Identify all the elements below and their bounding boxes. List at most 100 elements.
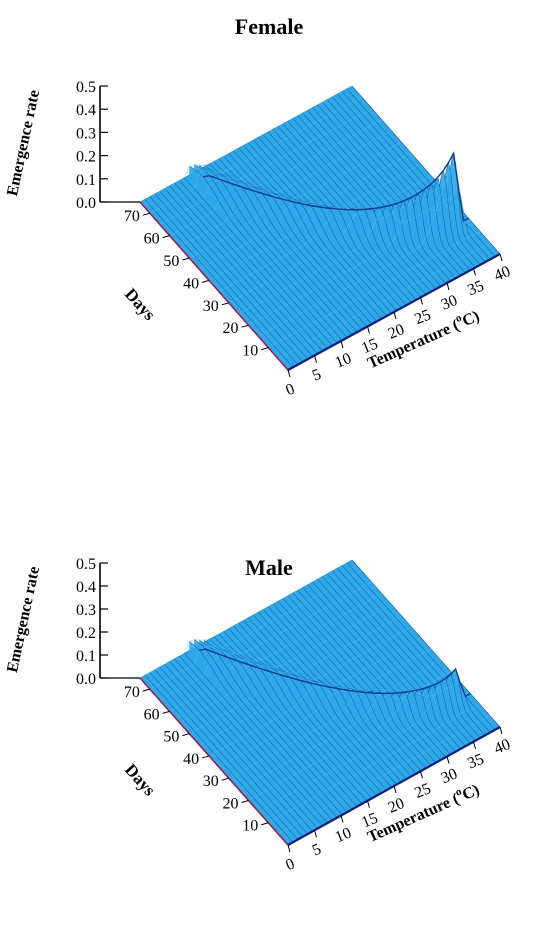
days-tick [142,688,151,692]
days-tick [142,212,151,216]
surface-mesh-line [336,568,486,736]
surface-cross-line [268,704,481,823]
temperature-tick [499,726,503,735]
temperature-tick-label: 0 [283,855,297,874]
surface-mesh-line [223,155,373,325]
temperature-tick-label: 15 [359,335,380,357]
surface-cross-line [149,97,363,214]
surface-mesh-line [336,93,486,263]
surface-mesh-line [253,139,402,309]
surface-mesh-line [332,570,481,739]
surface-mesh-line [218,158,368,327]
surface-mesh-line [243,620,392,788]
temperature-title-unit: C) [460,308,482,330]
surface-cross-line [258,668,471,812]
surface-mesh-line [258,137,407,306]
days-tick-label: 50 [163,729,179,746]
temperature-tick-label: 30 [439,292,460,314]
z-tick-label: 0.5 [76,556,96,573]
surface-mesh-line [317,579,466,747]
surface-cross-line [218,648,432,768]
surface-strip [199,165,348,338]
surface-mesh-line [194,639,343,815]
surface-mesh-line [297,590,447,758]
days-tick [221,777,229,781]
surface-cross-line [159,582,372,701]
surface-mesh-line [159,666,308,835]
surface-mesh-line [208,638,358,807]
temperature-tick-label: 15 [359,810,380,832]
z-tick-label: 0.1 [76,172,96,189]
surface-mesh-line [144,675,294,843]
surface-mesh-line [332,96,481,265]
days-tick [201,755,210,759]
temperature-tick [367,800,370,808]
days-tick-label: 40 [183,275,199,292]
surface-cross-line [218,175,432,292]
surface-mesh-line [233,150,382,319]
surface-strip [189,166,338,343]
days-tick [241,324,249,328]
surface-cross-line [258,162,471,337]
surface-mesh-line [169,661,318,829]
days-tick [162,235,170,239]
surface-mesh-line [199,165,348,338]
surface-mesh-line [228,153,377,322]
surface-mesh-line [346,88,496,257]
days-tick [221,302,229,306]
surface-strip [209,163,357,333]
surface-mesh-line [233,625,382,794]
surface-mesh-line [213,636,363,804]
surface-cross-line [268,231,481,348]
surface-mesh-line [287,595,437,763]
surface-mesh-line [351,559,501,728]
surface-mesh-line [238,147,387,317]
days-tick-label: 40 [183,751,199,768]
temperature-tick-label: 30 [439,765,460,787]
z-tick-label: 0.0 [76,671,96,688]
surface-cross-line [189,141,402,259]
surface-mesh-line [297,115,447,284]
temperature-tick-label: 20 [386,795,407,817]
temperature-tick-label: 25 [412,306,433,328]
z-tick-label: 0.2 [76,625,96,642]
surface-3d [139,85,501,371]
days-tick [201,279,210,283]
temperature-tick-label: 40 [492,263,513,285]
surface-mesh-line [223,631,373,799]
chart-title: Female [234,14,304,39]
surface-cross-line [149,570,363,690]
surface-cross-line [179,604,392,723]
days-tick [261,822,269,826]
surface-cross-line [238,197,451,315]
temperature-tick-label: 25 [412,780,433,802]
surface-mesh-line [312,581,461,750]
surface-mesh-line [149,196,299,365]
surface-mesh-line [154,193,304,363]
days-tick-label: 20 [223,795,239,812]
surface-mesh-line [302,587,451,755]
surface-strip [248,617,397,785]
days-axis-title: Days [121,760,159,800]
surface-mesh-line [228,628,377,796]
surface-mesh-line [317,104,466,274]
surface-mesh-line [302,112,451,282]
days-tick-label: 20 [223,320,239,337]
temperature-tick [473,268,476,276]
surface-mesh-line [208,163,358,333]
male-chart: Male 0.5 0.4 0.3 0.2 0.1 0.0 Emergence rate 70 6… [0,545,538,949]
surface-mesh-line [322,102,471,271]
temperature-tick-label: 5 [310,366,324,385]
surface-cross-line [248,682,461,801]
z-axis: 0.5 0.4 0.3 0.2 0.1 0.0 Emergence rate [4,79,140,212]
temperature-tick-label: 20 [386,321,407,343]
surface-3d [139,559,501,846]
surface-strip [214,636,362,804]
days-tick [241,799,249,803]
z-tick-label: 0.2 [76,149,96,166]
temperature-tick [340,340,344,349]
surface-cross-line [277,715,491,835]
days-tick [162,710,170,714]
days-tick-label: 30 [203,773,219,790]
surface-mesh-line [194,164,343,341]
